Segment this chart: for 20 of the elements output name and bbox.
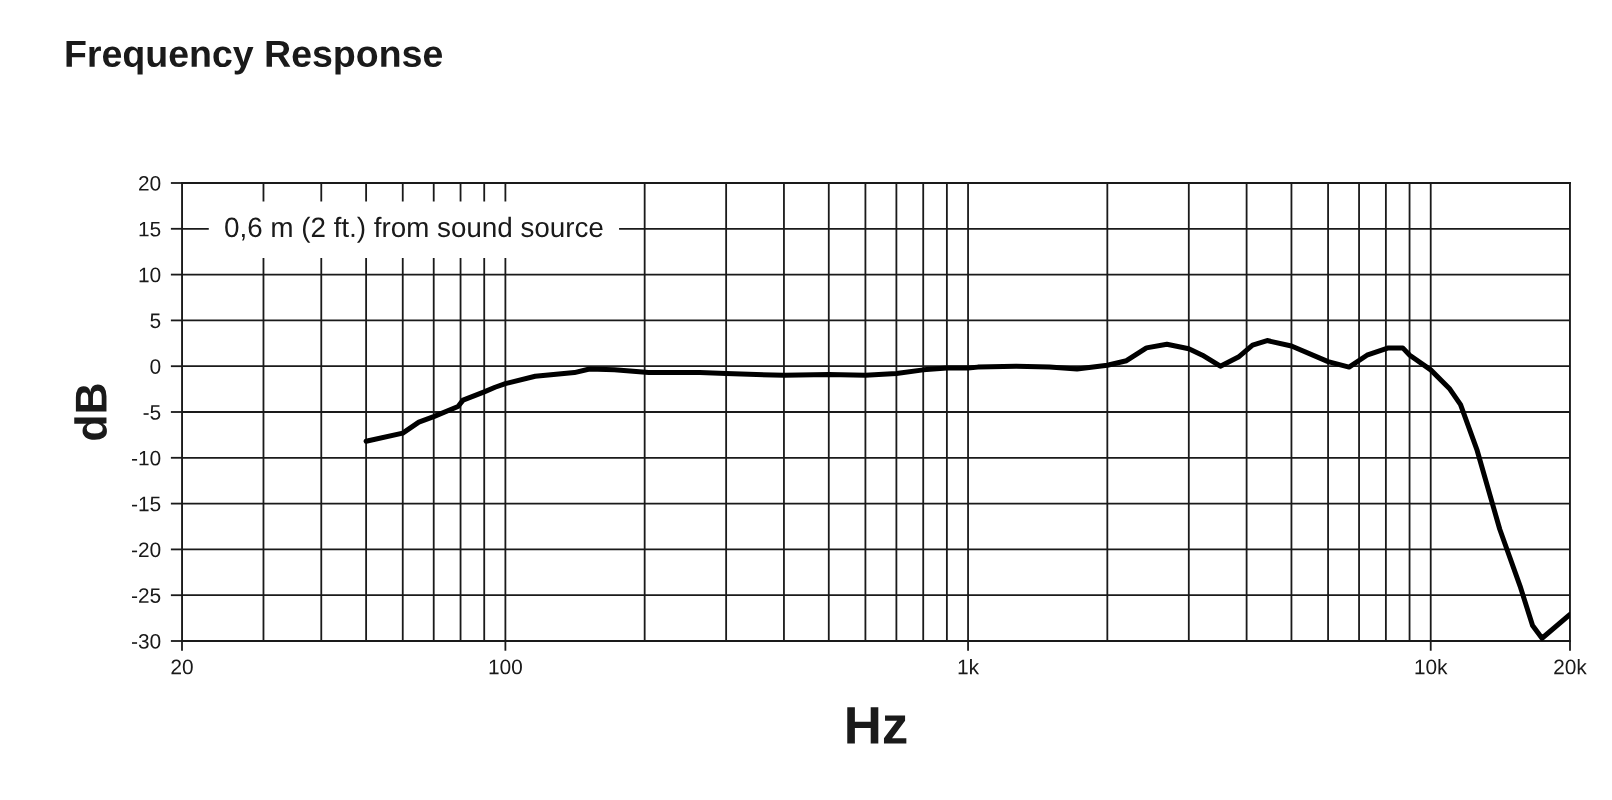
annotation: 0,6 m (2 ft.) from sound source — [225, 216, 603, 243]
y-tick-label: 0 — [150, 359, 161, 374]
x-tick-label: 20k — [1554, 659, 1587, 675]
y-tick-label: 15 — [139, 222, 161, 237]
x-tick-label: 100 — [489, 659, 522, 675]
y-tick-label: -15 — [131, 496, 161, 512]
chart-title: Frequency Response — [66, 40, 443, 75]
x-tick-label: 1k — [958, 659, 980, 675]
y-axis-title: dB — [74, 384, 107, 440]
x-axis-title: Hz — [847, 707, 907, 744]
y-tick-label: -10 — [131, 450, 161, 466]
y-tick-label: -5 — [143, 405, 161, 420]
x-tick-label: 20 — [171, 659, 193, 675]
y-tick-label: 20 — [139, 176, 161, 191]
y-tick-label: -30 — [131, 634, 161, 649]
y-tick-label: -25 — [131, 588, 161, 603]
y-tick-label: -20 — [131, 542, 161, 558]
y-tick-label: 10 — [139, 267, 161, 283]
x-tick-label: 10k — [1415, 659, 1448, 675]
y-tick-label: 5 — [150, 313, 161, 329]
